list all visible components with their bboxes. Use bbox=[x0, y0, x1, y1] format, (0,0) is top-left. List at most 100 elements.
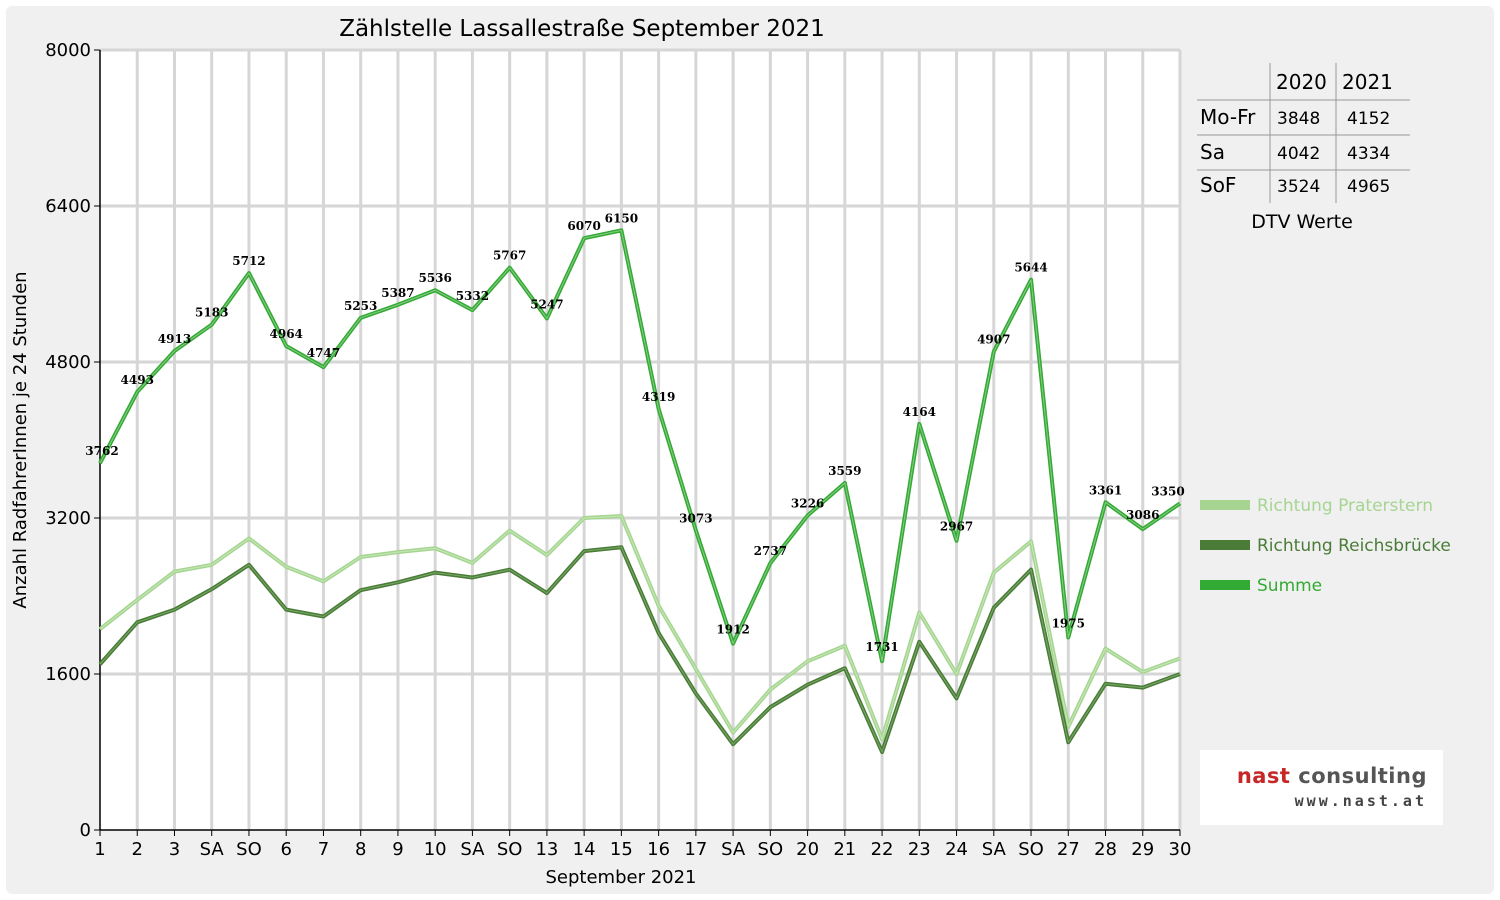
data-label: 4747 bbox=[307, 346, 340, 360]
series-line-highlight-1 bbox=[99, 546, 1181, 753]
x-tick-label: SO bbox=[497, 839, 523, 860]
dtv-header-2020: 2020 bbox=[1276, 70, 1327, 94]
x-tick-label: 7 bbox=[318, 839, 329, 860]
legend-swatch-2 bbox=[1200, 580, 1250, 590]
nast-consulting-logo: nast consulting www.nast.at bbox=[1200, 750, 1443, 825]
legend-label-0: Richtung Praterstern bbox=[1257, 496, 1433, 516]
x-tick-label: 2 bbox=[132, 839, 143, 860]
x-tick-label: 20 bbox=[796, 839, 819, 860]
data-label: 5253 bbox=[344, 299, 377, 313]
legend-swatch-0 bbox=[1200, 500, 1250, 510]
x-tick-label: 8 bbox=[355, 839, 366, 860]
dtv-cell: 3848 bbox=[1277, 109, 1320, 129]
x-tick-label: 16 bbox=[647, 839, 670, 860]
data-label: 4907 bbox=[977, 333, 1010, 347]
x-tick-label: SA bbox=[460, 839, 485, 860]
y-axis-title: Anzahl RadfahrerInnen je 24 Stunden bbox=[10, 271, 31, 608]
x-tick-label: 1 bbox=[94, 839, 105, 860]
dtv-row-label: Mo-Fr bbox=[1200, 105, 1256, 129]
dtv-cell: 4334 bbox=[1347, 144, 1390, 164]
dtv-cell: 4965 bbox=[1347, 177, 1390, 197]
x-tick-labels: 1 2 3 SA SO 6 7 8 9 10 SA SO 13 14 15 16 17 SA SO 20 21 22 23 2… bbox=[94, 830, 1191, 860]
logo-name-part2: consulting bbox=[1298, 764, 1427, 788]
plot-area bbox=[100, 50, 1180, 830]
data-label: 5387 bbox=[381, 286, 414, 300]
data-label: 4164 bbox=[903, 405, 936, 419]
x-tick-label: SA bbox=[200, 839, 225, 860]
x-tick-label: SO bbox=[758, 839, 784, 860]
y-tick-label: 8000 bbox=[45, 40, 91, 61]
grid-lines bbox=[100, 48, 1182, 830]
data-label: 6150 bbox=[605, 211, 638, 225]
data-label: 6070 bbox=[567, 219, 600, 233]
y-tick-label: 0 bbox=[80, 820, 91, 841]
x-tick-label: 15 bbox=[610, 839, 633, 860]
x-tick-label: 24 bbox=[945, 839, 968, 860]
dtv-table: 2020 2021 Mo-Fr 3848 4152 Sa 4042 4334 S… bbox=[1197, 63, 1410, 233]
data-label: 3361 bbox=[1089, 483, 1122, 497]
data-label: 3559 bbox=[828, 464, 861, 478]
data-label: 3350 bbox=[1151, 484, 1184, 498]
data-label: 5712 bbox=[232, 254, 265, 268]
dtv-cell: 4152 bbox=[1347, 109, 1390, 129]
logo-name-part1: nast bbox=[1236, 764, 1291, 788]
x-tick-label: 9 bbox=[392, 839, 403, 860]
data-label: 2737 bbox=[754, 544, 787, 558]
x-tick-label: 14 bbox=[573, 839, 596, 860]
series-line-highlight-0 bbox=[99, 515, 1181, 740]
data-label: 5767 bbox=[493, 249, 526, 263]
data-label: 5332 bbox=[456, 289, 489, 303]
x-tick-label: 3 bbox=[169, 839, 180, 860]
data-label: 1975 bbox=[1052, 616, 1085, 630]
x-tick-label: SO bbox=[236, 839, 262, 860]
x-tick-label: 28 bbox=[1094, 839, 1117, 860]
x-tick-label: 10 bbox=[424, 839, 447, 860]
data-label: 5247 bbox=[530, 297, 563, 311]
legend-swatch-1 bbox=[1200, 540, 1250, 550]
x-tick-label: SO bbox=[1018, 839, 1044, 860]
data-label: 3073 bbox=[679, 511, 712, 525]
data-label: 4964 bbox=[270, 327, 303, 341]
dtv-cell: 3524 bbox=[1277, 177, 1320, 197]
dtv-row-label: SoF bbox=[1200, 173, 1236, 197]
data-label: 5644 bbox=[1014, 261, 1047, 275]
x-tick-label: 29 bbox=[1131, 839, 1154, 860]
x-tick-label: 17 bbox=[684, 839, 707, 860]
x-tick-label: 13 bbox=[535, 839, 558, 860]
data-label: 1912 bbox=[716, 623, 749, 637]
x-axis-title: September 2021 bbox=[545, 867, 696, 888]
legend: Richtung Praterstern Richtung Reichsbrück… bbox=[1200, 496, 1451, 596]
legend-label-2: Summe bbox=[1257, 576, 1322, 596]
x-tick-label: 21 bbox=[833, 839, 856, 860]
data-label: 3226 bbox=[791, 496, 824, 510]
dtv-cell: 4042 bbox=[1277, 144, 1320, 164]
dtv-caption: DTV Werte bbox=[1251, 211, 1353, 233]
x-tick-label: 23 bbox=[908, 839, 931, 860]
y-tick-label: 6400 bbox=[45, 196, 91, 217]
y-tick-labels: 0 1600 3200 4800 6400 8000 bbox=[45, 40, 100, 841]
x-tick-label: 6 bbox=[280, 839, 291, 860]
series-line-highlight-2 bbox=[99, 229, 1181, 662]
data-label: 1731 bbox=[865, 640, 898, 654]
x-tick-label: 30 bbox=[1169, 839, 1192, 860]
x-tick-label: SA bbox=[721, 839, 746, 860]
dtv-row-label: Sa bbox=[1200, 140, 1225, 164]
x-tick-label: 27 bbox=[1057, 839, 1080, 860]
data-label: 5536 bbox=[418, 271, 451, 285]
x-tick-label: 22 bbox=[871, 839, 894, 860]
data-label: 3086 bbox=[1126, 508, 1159, 522]
x-tick-label: SA bbox=[982, 839, 1007, 860]
data-label: 4913 bbox=[158, 332, 191, 346]
series-lines bbox=[98, 228, 1182, 754]
logo-name: nast consulting bbox=[1200, 764, 1427, 788]
logo-url: www.nast.at bbox=[1294, 792, 1427, 810]
axes bbox=[99, 50, 1180, 831]
y-tick-label: 1600 bbox=[45, 664, 91, 685]
y-tick-label: 4800 bbox=[45, 352, 91, 373]
legend-label-1: Richtung Reichsbrücke bbox=[1257, 536, 1451, 556]
chart-title: Zählstelle Lassallestraße September 2021 bbox=[339, 16, 825, 42]
data-label: 3762 bbox=[85, 444, 118, 458]
data-labels: 3762 4493 4913 5183 5712 4964 4747 5253 5387 5536… bbox=[85, 211, 1184, 654]
data-label: 2967 bbox=[940, 520, 973, 534]
